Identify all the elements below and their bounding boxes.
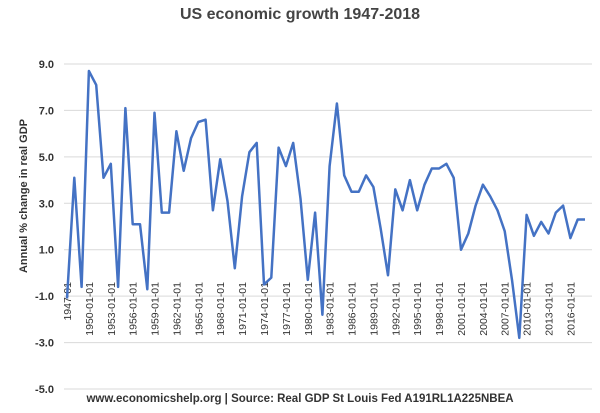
- y-tick-label: 3.0: [39, 198, 54, 210]
- gdp-growth-series: [65, 69, 585, 340]
- x-tick-label: 1962-01-01: [171, 282, 183, 336]
- y-tick-label: 5.0: [39, 152, 54, 164]
- x-tick-label: 2004-01-01: [478, 282, 490, 336]
- x-tick-label: 2001-01-01: [456, 282, 468, 336]
- x-tick-label: 1950-01-01: [84, 282, 96, 336]
- x-tick-label: 1995-01-01: [412, 282, 424, 336]
- x-tick-labels: 1947-01 1950-01-01 1953-01-01 1956-01-01 195…: [62, 282, 577, 336]
- x-tick-label: 1974-01-01: [259, 282, 271, 336]
- series-line: [65, 69, 585, 340]
- y-tick-label: 7.0: [39, 105, 54, 117]
- source-note: www.economicshelp.org | Source: Real GDP…: [86, 393, 514, 405]
- x-tick-label: 1968-01-01: [215, 282, 227, 336]
- x-tick-label: 1971-01-01: [237, 282, 249, 336]
- x-tick-label: 2013-01-01: [544, 282, 556, 336]
- x-tick-label: 1959-01-01: [150, 282, 162, 336]
- x-tick-label: 1977-01-01: [281, 282, 293, 336]
- x-tick-label: 2010-01-01: [522, 282, 534, 336]
- x-tick-label: 2007-01-01: [500, 282, 512, 336]
- y-tick-label: -5.0: [35, 384, 54, 396]
- y-tick-labels: 9.0 7.0 5.0 3.0 1.0 -1.0 -3.0 -5.0: [35, 59, 54, 396]
- x-tick-label: 1956-01-01: [128, 282, 140, 336]
- gridlines: [64, 63, 592, 390]
- x-tick-label: 1983-01-01: [325, 282, 337, 336]
- x-tick-label: 1965-01-01: [193, 282, 205, 336]
- x-tick-label: 2016-01-01: [565, 282, 577, 336]
- x-tick-label: 1989-01-01: [368, 282, 380, 336]
- y-tick-label: -1.0: [35, 291, 54, 303]
- y-tick-label: 1.0: [39, 245, 54, 257]
- x-tick-label: 1986-01-01: [347, 282, 359, 336]
- chart-title: US economic growth 1947-2018: [179, 6, 421, 23]
- x-tick-label: 1992-01-01: [390, 282, 402, 336]
- x-tick-label: 1998-01-01: [434, 282, 446, 336]
- y-tick-label: 9.0: [39, 59, 54, 71]
- x-tick-label: 1953-01-01: [106, 282, 118, 336]
- y-tick-label: -3.0: [35, 338, 54, 350]
- x-tick-label: 1947-01: [62, 282, 74, 321]
- x-tick-label: 1980-01-01: [303, 282, 315, 336]
